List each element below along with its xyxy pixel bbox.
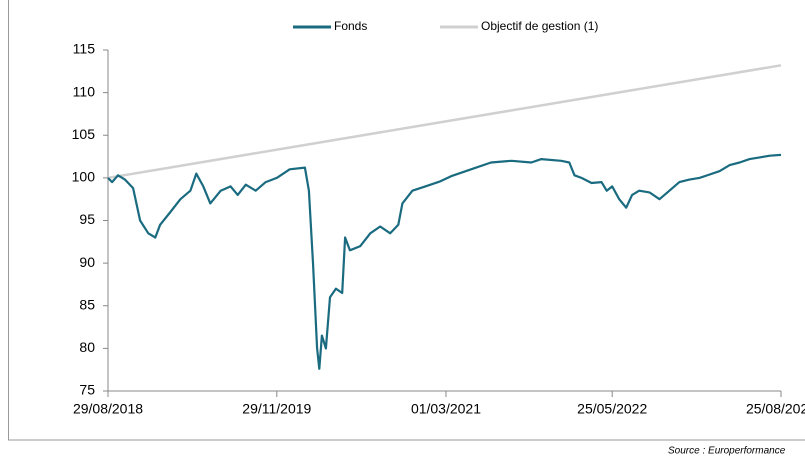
y-tick-label: 110 — [73, 83, 96, 99]
source: Source : Europerformance — [668, 446, 786, 457]
y-tick-label: 75 — [79, 382, 95, 398]
x-tick-label: 01/03/2021 — [411, 401, 481, 417]
y-tick-label: 100 — [72, 169, 96, 185]
legend-label: Fonds — [334, 19, 367, 33]
x-tick-label: 25/05/2022 — [577, 401, 647, 417]
y-tick-label: 95 — [79, 211, 95, 227]
x-tick-label: 29/08/2018 — [73, 401, 143, 417]
y-tick-label: 115 — [73, 41, 96, 57]
y-tick-label: 90 — [79, 254, 95, 270]
series-line — [107, 64, 782, 180]
series-line — [107, 153, 782, 370]
x-tick-label: 25/08/2023 — [746, 401, 805, 417]
frame — [8, 0, 805, 441]
x-tick-label: 29/11/2019 — [242, 401, 311, 417]
y-tick-label: 105 — [72, 126, 96, 142]
y-tick-label: 80 — [79, 339, 95, 355]
legend-label: Objectif de gestion (1) — [481, 19, 598, 33]
y-tick-label: 85 — [79, 296, 95, 312]
